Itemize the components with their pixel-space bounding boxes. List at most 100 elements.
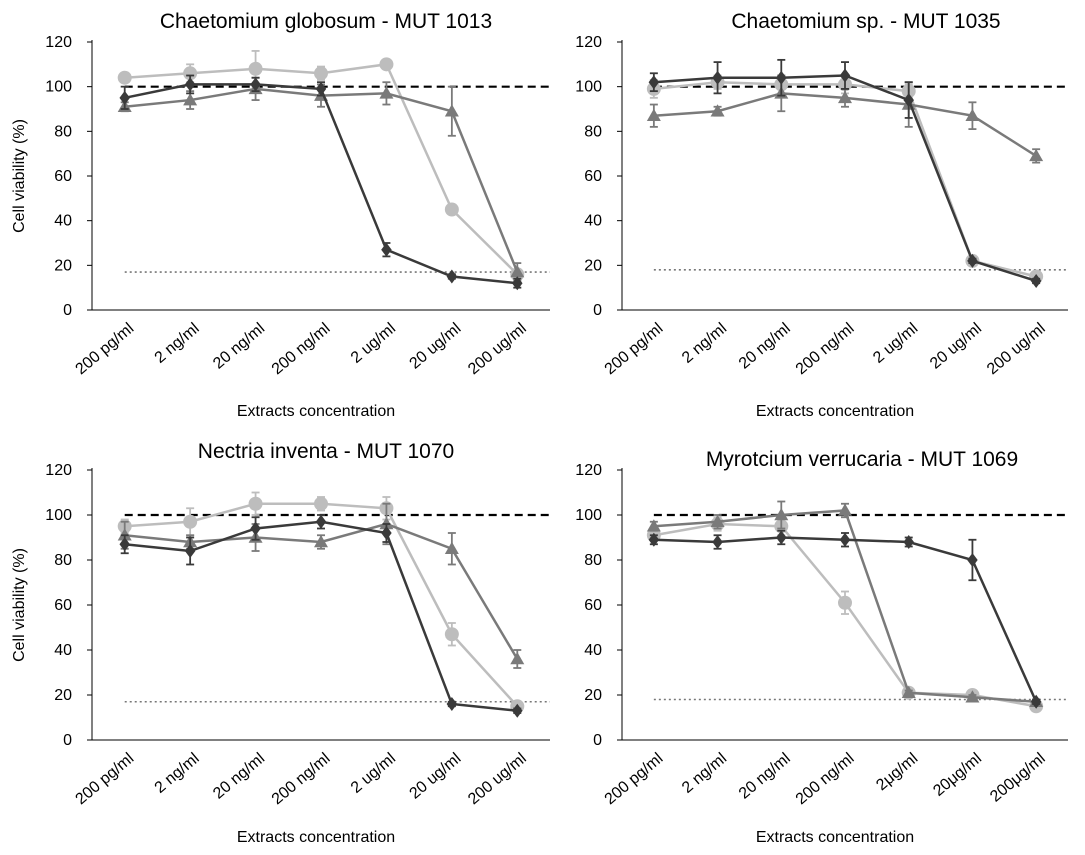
y-tick-label: 80: [54, 552, 72, 569]
series-diamond: [648, 529, 1042, 709]
data-point: [839, 68, 851, 83]
data-point: [512, 276, 523, 291]
data-point: [646, 519, 661, 532]
y-tick-label: 60: [54, 168, 72, 185]
y-tick-label: 100: [575, 507, 602, 524]
data-point: [315, 81, 327, 96]
x-tick-label: 20 ng/ml: [210, 750, 268, 802]
y-tick-label: 0: [63, 302, 72, 319]
x-tick-label: 2 ug/ml: [348, 750, 399, 797]
x-tick-label: 2 ng/ml: [679, 750, 730, 797]
data-point: [838, 503, 852, 516]
data-point: [119, 537, 130, 552]
data-point: [117, 70, 132, 85]
x-tick-label: 20μg/ml: [930, 750, 985, 800]
data-point: [248, 496, 263, 511]
y-tick-label: 20: [54, 687, 72, 704]
y-tick-label: 20: [584, 257, 602, 274]
series-diamond: [119, 514, 523, 718]
y-tick-label: 0: [593, 732, 602, 749]
data-point: [183, 93, 198, 106]
panel-4: Myrotcium verrucaria - MUT 1069 0 20 40 60 80…: [575, 448, 1068, 846]
panel-3: Nectria inventa - MUT 1070 0 20 40 60 80 100 12…: [11, 440, 550, 846]
x-tick-label: 200 pg/ml: [73, 750, 138, 808]
y-tick-label: 20: [54, 257, 72, 274]
data-point: [379, 86, 394, 99]
y-tick-label: 80: [54, 123, 72, 140]
data-point: [839, 532, 851, 547]
series-line: [124, 502, 519, 708]
data-point: [381, 242, 392, 257]
series-line: [653, 536, 1038, 703]
x-tick-label: 200 ng/ml: [793, 750, 858, 808]
data-point: [446, 269, 458, 284]
data-point: [648, 75, 660, 90]
data-point: [838, 595, 852, 610]
data-point: [903, 93, 914, 108]
y-tick-label: 60: [54, 597, 72, 614]
x-tick-label: 200 ug/ml: [465, 320, 530, 378]
data-point: [510, 265, 525, 278]
x-tick-label: 20 ng/ml: [736, 320, 794, 372]
series-triangle: [646, 74, 1044, 164]
y-tick-label: 100: [45, 79, 72, 96]
x-tick-label: 200 pg/ml: [73, 320, 138, 378]
data-point: [381, 526, 392, 540]
y-tick-label: 120: [45, 34, 72, 51]
x-tick-label: 200 ug/ml: [465, 750, 530, 808]
x-axis-label: Extracts concentration: [756, 403, 914, 420]
data-point: [314, 496, 328, 511]
data-point: [184, 544, 196, 558]
y-tick-label: 80: [584, 123, 602, 140]
data-point: [510, 652, 525, 665]
y-axis-label: Cell viability (%): [11, 548, 28, 662]
data-point: [710, 514, 725, 527]
y-tick-label: 40: [54, 213, 72, 230]
y-tick-label: 80: [584, 552, 602, 569]
x-tick-label: 2 ng/ml: [152, 320, 203, 367]
data-point: [444, 541, 459, 554]
data-point: [967, 253, 978, 268]
data-point: [901, 685, 916, 698]
data-point: [314, 66, 328, 81]
series-diamond: [648, 58, 1042, 288]
y-tick-label: 40: [584, 213, 602, 230]
x-tick-label: 2 ug/ml: [870, 320, 921, 367]
data-point: [314, 535, 328, 548]
y-tick-label: 40: [584, 642, 602, 659]
data-point: [776, 530, 787, 545]
data-point: [965, 690, 980, 703]
y-tick-label: 120: [575, 34, 602, 51]
data-point: [776, 70, 787, 85]
data-point: [903, 535, 914, 549]
series-line: [653, 522, 1037, 708]
series-line: [124, 520, 518, 712]
data-point: [250, 521, 261, 536]
data-point: [712, 70, 723, 85]
y-tick-label: 100: [575, 79, 602, 96]
data-point: [315, 514, 327, 529]
panel-title: Chaetomium globosum - MUT 1013: [160, 10, 492, 33]
x-tick-label: 200μg/ml: [987, 750, 1049, 806]
data-point: [444, 627, 459, 642]
data-point: [712, 535, 723, 549]
data-point: [646, 108, 661, 121]
y-axis-label: Cell viability (%): [11, 119, 28, 233]
data-point: [1030, 273, 1042, 288]
x-tick-label: 200 ng/ml: [793, 320, 858, 378]
panel-title: Chaetomium sp. - MUT 1035: [731, 10, 1000, 33]
x-axis-label: Extracts concentration: [756, 829, 914, 846]
panel-title: Nectria inventa - MUT 1070: [198, 440, 454, 463]
y-tick-label: 0: [63, 732, 72, 749]
data-point: [119, 90, 130, 105]
data-point: [965, 108, 980, 121]
x-tick-label: 2 ug/ml: [348, 320, 399, 367]
data-point: [1029, 148, 1044, 162]
data-point: [512, 703, 523, 718]
data-point: [183, 514, 198, 529]
x-tick-label: 20 ng/ml: [210, 320, 268, 372]
x-tick-label: 2μg/ml: [873, 750, 921, 794]
y-tick-label: 40: [54, 642, 72, 659]
x-tick-label: 200 ng/ml: [269, 750, 334, 808]
